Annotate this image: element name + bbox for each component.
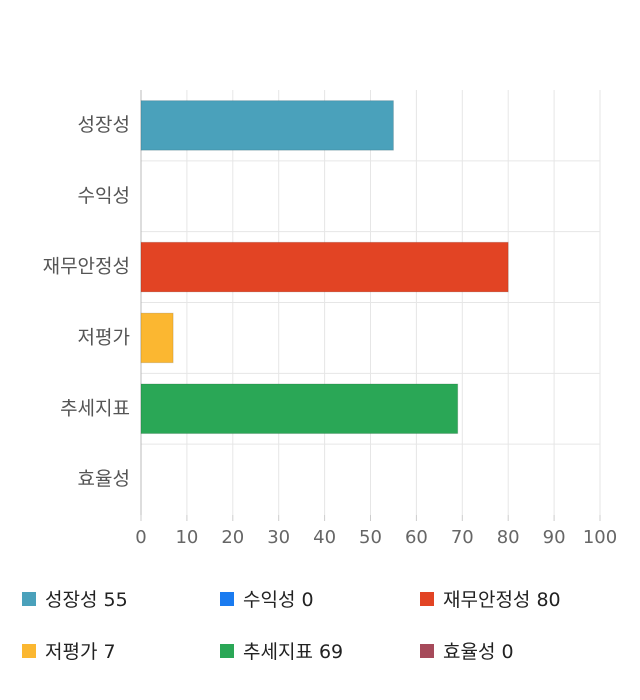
legend-item-profitability[interactable]: 수익성 0 [220, 585, 314, 612]
category-label: 효율성 [78, 468, 130, 490]
x-tick-label: 0 [135, 527, 146, 548]
category-label: 성장성 [78, 114, 130, 136]
x-tick-label: 50 [359, 527, 382, 548]
bar-0 [140, 100, 394, 151]
bar-3 [140, 312, 174, 364]
bars [140, 100, 509, 435]
legend-label: 추세지표 69 [243, 641, 344, 663]
x-tick-label: 40 [313, 527, 336, 548]
category-label: 재무안정성 [43, 256, 130, 278]
legend-label: 성장성 55 [45, 589, 128, 611]
x-tick-label: 90 [543, 527, 566, 548]
legend-item-undervaluation[interactable]: 저평가 7 [22, 637, 116, 664]
bar-4 [140, 383, 459, 435]
legend-swatch [220, 591, 234, 606]
legend-item-efficiency[interactable]: 효율성 0 [420, 637, 514, 664]
legend-swatch [220, 643, 234, 658]
x-tick-label: 60 [405, 527, 428, 548]
legend-item-financial-stability[interactable]: 재무안정성 80 [420, 585, 561, 612]
legend-label: 효율성 0 [443, 641, 514, 663]
x-axis-tick-labels: 0 10 20 30 40 50 60 70 80 90 100 [135, 527, 617, 548]
legend-swatch [22, 591, 36, 606]
legend-swatch [420, 591, 434, 606]
legend-item-trend-indicator[interactable]: 추세지표 69 [220, 637, 343, 664]
category-label: 수익성 [78, 185, 130, 207]
x-tick-label: 100 [583, 527, 617, 548]
grid [140, 90, 601, 521]
bar-2 [140, 241, 509, 293]
category-label: 저평가 [78, 326, 130, 348]
legend-label: 수익성 0 [243, 589, 314, 611]
legend-label: 재무안정성 80 [443, 589, 561, 611]
legend-swatch [420, 643, 434, 658]
legend-swatch [22, 643, 36, 658]
legend-label: 저평가 7 [45, 641, 116, 663]
legend: 성장성 55 수익성 0 재무안정성 80 저평가 7 추세지표 69 효율성 … [0, 575, 640, 695]
x-tick-label: 10 [175, 527, 198, 548]
x-tick-label: 20 [221, 527, 244, 548]
x-tick-label: 80 [497, 527, 520, 548]
x-tick-label: 70 [451, 527, 474, 548]
legend-item-growth[interactable]: 성장성 55 [22, 585, 128, 612]
x-tick-label: 30 [267, 527, 290, 548]
category-label: 추세지표 [60, 397, 130, 419]
